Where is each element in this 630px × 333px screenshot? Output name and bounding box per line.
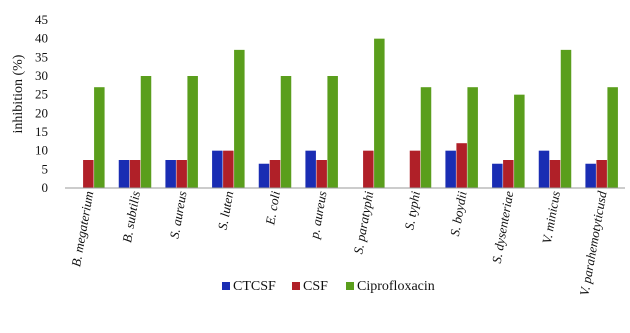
bar-ciprofloxacin <box>327 76 338 188</box>
bar-ciprofloxacin <box>514 94 525 188</box>
y-tick-label: 25 <box>35 87 48 102</box>
x-category-label: S. aureus <box>167 190 190 240</box>
bars <box>83 38 618 188</box>
y-tick-label: 20 <box>35 105 48 120</box>
y-tick-label: 35 <box>35 49 48 64</box>
x-category-label: B. subtilis <box>119 190 143 244</box>
x-category-label: S. paratyphi <box>350 190 376 256</box>
y-tick-label: 10 <box>35 143 48 158</box>
x-category-label: B. megaterium <box>68 190 96 268</box>
bar-csf <box>363 150 374 188</box>
y-tick-label: 30 <box>35 68 48 83</box>
bar-csf <box>316 160 327 188</box>
legend-label: Ciprofloxacin <box>357 279 435 294</box>
legend-label: CSF <box>303 279 328 294</box>
x-category-label: S. boydii <box>447 190 470 238</box>
bar-ctcsf <box>258 163 270 188</box>
bar-ctcsf <box>492 163 503 188</box>
bar-ctcsf <box>165 160 176 188</box>
bar-ciprofloxacin <box>560 49 572 188</box>
bar-ciprofloxacin <box>607 87 618 188</box>
x-category-label: S. typhi <box>401 190 423 231</box>
bar-csf <box>596 160 607 188</box>
x-category-label: S. dysenteriae <box>489 190 516 265</box>
bar-csf <box>549 160 561 188</box>
y-tick-label: 5 <box>42 161 49 176</box>
bar-ctcsf <box>212 150 223 188</box>
bar-ciprofloxacin <box>140 76 152 188</box>
y-tick-label: 40 <box>35 31 48 46</box>
bar-ciprofloxacin <box>187 76 198 188</box>
x-category-label: V. minicus <box>539 190 563 245</box>
bar-csf <box>176 160 187 188</box>
legend-label: CTCSF <box>233 279 276 294</box>
bar-csf <box>409 150 421 188</box>
bar-ctcsf <box>445 150 456 188</box>
y-axis-label: inhibition (%) <box>11 54 26 133</box>
bar-ctcsf <box>118 160 130 188</box>
bar-csf <box>269 160 281 188</box>
x-category-label: p. aureus <box>306 190 329 241</box>
bar-csf <box>503 160 514 188</box>
y-axis-ticks: 0 5 10 15 20 25 30 35 40 45 <box>35 12 48 195</box>
x-axis-category-labels: B. megaterium B. subtilis S. aureus S. lute… <box>68 189 609 296</box>
legend-swatch <box>222 282 230 290</box>
bar-csf <box>129 160 141 188</box>
bar-ciprofloxacin <box>467 87 478 188</box>
legend: CTCSF CSF Ciprofloxacin <box>222 279 435 294</box>
x-category-label: E. coli <box>262 190 283 227</box>
bar-ciprofloxacin <box>234 49 245 188</box>
y-tick-label: 15 <box>35 124 48 139</box>
y-tick-label: 45 <box>35 12 48 27</box>
bar-ctcsf <box>305 150 316 188</box>
legend-swatch <box>292 282 300 290</box>
bar-ciprofloxacin <box>420 87 432 188</box>
x-category-label: S. luten <box>215 190 237 231</box>
bar-ctcsf <box>585 163 596 188</box>
bar-ciprofloxacin <box>280 76 292 188</box>
bar-csf <box>223 150 234 188</box>
legend-swatch <box>346 282 354 290</box>
bar-ctcsf <box>538 150 550 188</box>
bar-ciprofloxacin <box>374 38 385 188</box>
bar-csf <box>456 143 467 188</box>
x-category-label: V. parahemotyticusd <box>576 189 609 296</box>
bar-ciprofloxacin <box>94 87 105 188</box>
bar-csf <box>83 160 94 188</box>
y-tick-label: 0 <box>42 180 49 195</box>
